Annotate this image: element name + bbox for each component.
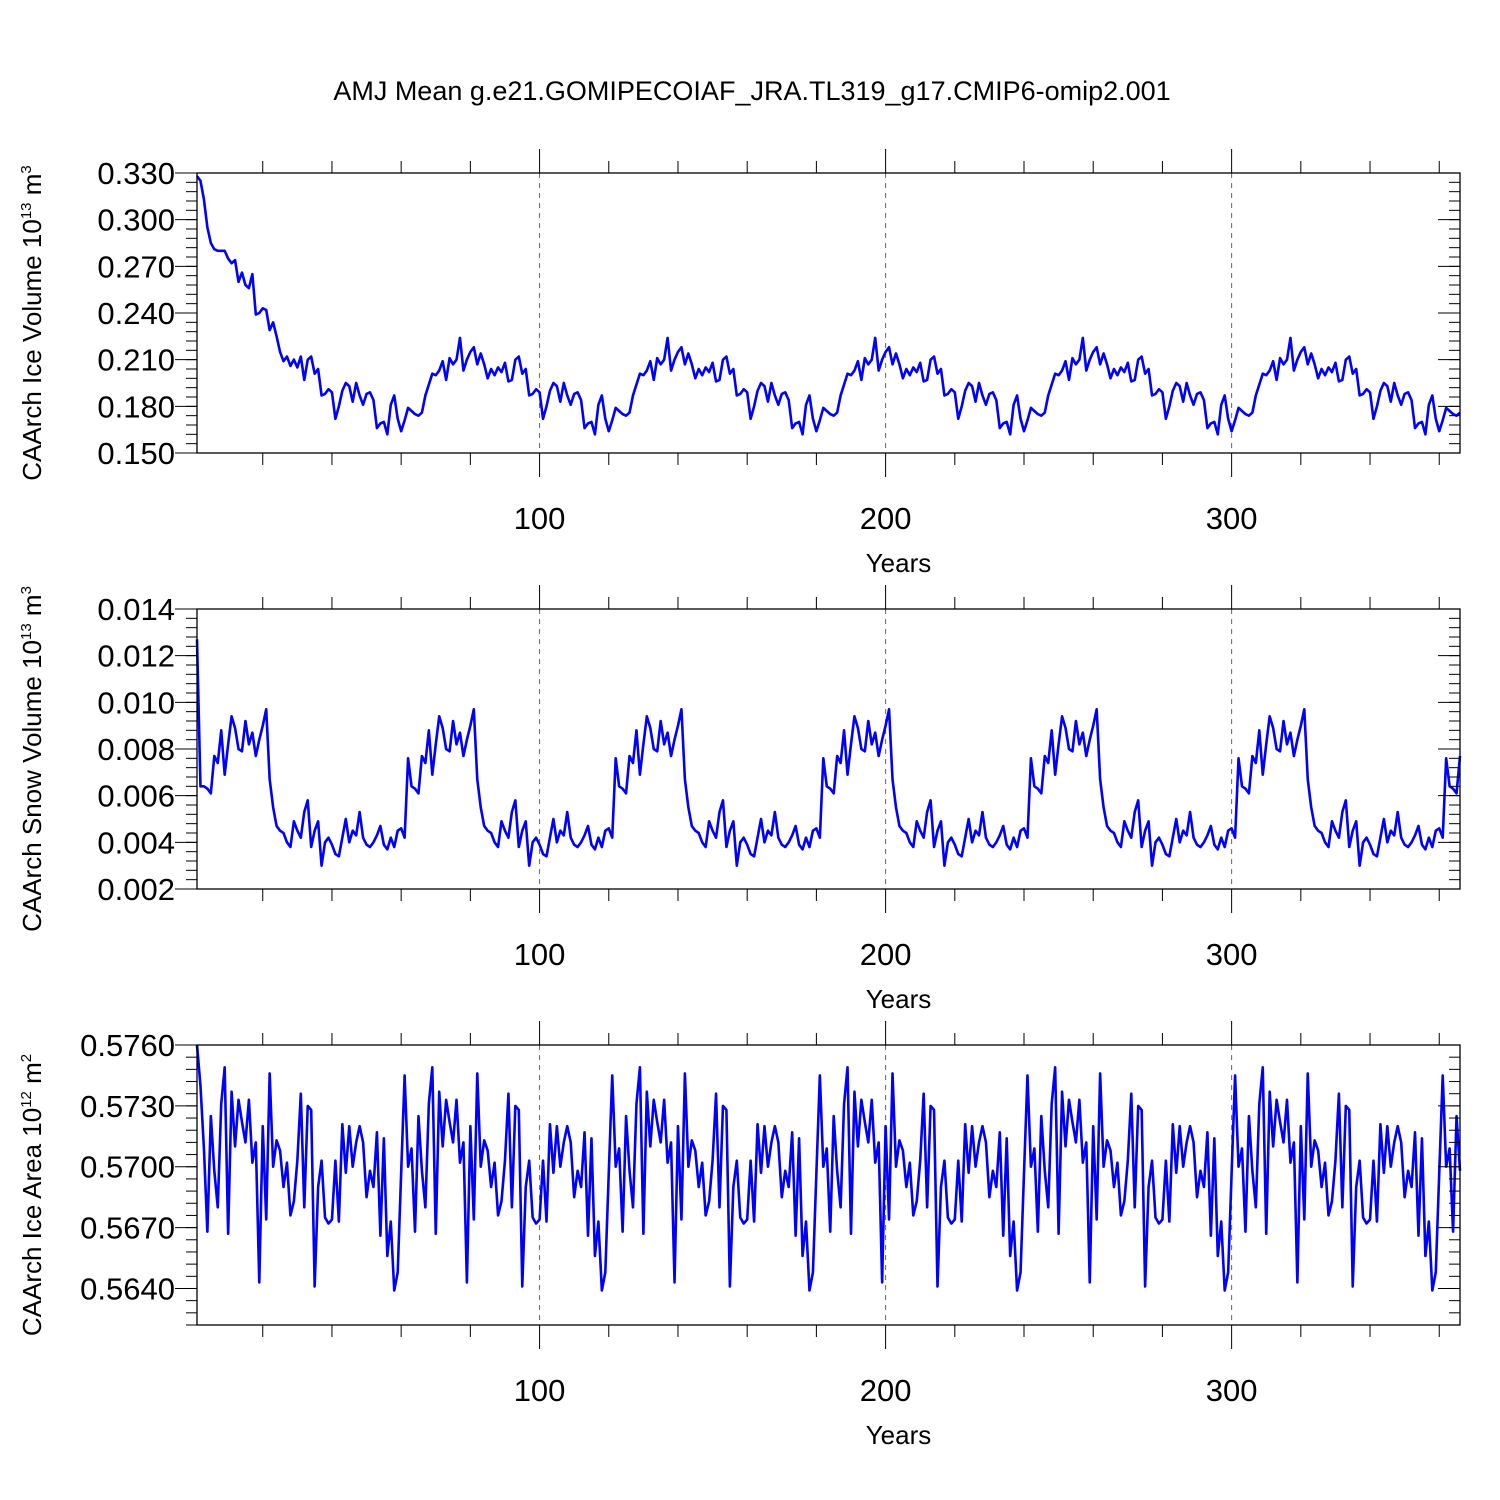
y-tick-label: 0.5730 [80,1089,175,1124]
x-tick-label: 100 [514,501,566,536]
y-axis-label: CAArch Ice Volume 1013 m3 [17,165,47,481]
y-tick-label: 0.004 [97,825,175,860]
y-tick-label: 0.330 [97,156,175,191]
y-tick-label: 0.210 [97,343,175,378]
x-tick-label: 300 [1206,937,1258,972]
y-axis-label: CAArch Snow Volume 1013 m3 [17,586,47,932]
x-axis-label: Years [866,1420,932,1450]
y-tick-label: 0.240 [97,296,175,331]
x-tick-label: 300 [1206,1373,1258,1408]
y-tick-label: 0.270 [97,249,175,284]
y-tick-label: 0.008 [97,732,175,767]
x-tick-label: 100 [514,937,566,972]
x-tick-label: 300 [1206,501,1258,536]
y-tick-label: 0.5760 [80,1028,175,1063]
y-tick-label: 0.010 [97,685,175,720]
y-tick-label: 0.006 [97,779,175,814]
y-tick-label: 0.002 [97,872,175,907]
x-tick-label: 200 [860,1373,912,1408]
series-line [195,639,1462,867]
chart-title: AMJ Mean g.e21.GOMIPECOIAF_JRA.TL319_g17… [333,76,1170,106]
plot-frame [196,1044,1461,1326]
series-line [195,175,1461,436]
x-tick-label: 200 [860,501,912,536]
y-tick-label: 0.150 [97,436,175,471]
x-tick-label: 100 [514,1373,566,1408]
y-tick-label: 0.300 [97,203,175,238]
y-tick-label: 0.5700 [80,1150,175,1185]
y-tick-label: 0.180 [97,389,175,424]
x-axis-label: Years [866,984,932,1014]
series-line [195,1044,1462,1292]
ice-volume-panel: 100 200 300 Years 0.150 0.180 0.210 0.240 0.270 0… [17,149,1461,578]
y-tick-label: 0.5670 [80,1211,175,1246]
snow-volume-panel: 100 200 300 Years 0.002 0.004 0.006 0.008 0.010 0… [17,585,1462,1014]
ice-area-panel: 100 200 300 Years 0.5640 0.5670 0.5700 0.5730 0.… [17,1021,1462,1450]
y-tick-label: 0.5640 [80,1271,175,1306]
y-tick-label: 0.014 [97,592,175,627]
x-axis-label: Years [866,548,932,578]
y-axis-label: CAArch Ice Area 1012 m2 [17,1054,47,1336]
x-tick-label: 200 [860,937,912,972]
y-tick-label: 0.012 [97,639,175,674]
